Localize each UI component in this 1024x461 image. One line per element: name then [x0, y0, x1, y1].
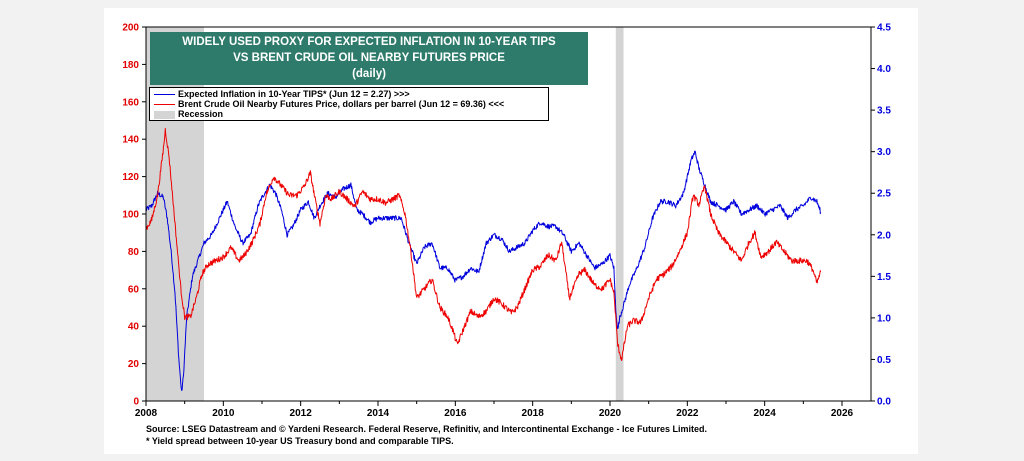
x-tick-label: 2020: [599, 408, 622, 419]
y-left-tick-label: 20: [128, 359, 140, 370]
x-tick-label: 2022: [676, 408, 699, 419]
chart-title: WIDELY USED PROXY FOR EXPECTED INFLATION…: [150, 32, 588, 85]
x-tick-label: 2010: [212, 408, 235, 419]
series-line-brent-crude: [145, 127, 822, 361]
y-left-tick-label: 0: [133, 397, 139, 408]
footnotes: Source: LSEG Datastream and © Yardeni Re…: [146, 423, 906, 447]
x-tick-label: 2016: [444, 408, 467, 419]
y-right-tick-label: 1.0: [877, 313, 891, 324]
x-tick-label: 2012: [290, 408, 313, 419]
title-line-1: WIDELY USED PROXY FOR EXPECTED INFLATION…: [182, 36, 556, 48]
x-tick-label: 2018: [522, 408, 545, 419]
tick-layer: 0 20 40 60 80 100 120 140 160 180 200 0.0 0.5 1.0 1.5 2…: [122, 23, 891, 420]
legend-label-recession: Recession: [178, 109, 224, 119]
y-left-tick-label: 80: [128, 247, 140, 258]
y-left-tick-label: 40: [128, 322, 140, 333]
y-left-tick-label: 140: [122, 135, 139, 146]
source-note: Source: LSEG Datastream and © Yardeni Re…: [146, 424, 707, 434]
y-right-tick-label: 4.5: [877, 23, 891, 34]
x-tick-label: 2024: [754, 408, 777, 419]
yield-note: * Yield spread between 10-year US Treasu…: [146, 436, 454, 446]
x-tick-label: 2008: [135, 408, 158, 419]
legend-label-red: Brent Crude Oil Nearby Futures Price, do…: [178, 99, 505, 109]
x-tick-label: 2026: [831, 408, 854, 419]
legend-swatch-red: [154, 104, 175, 105]
legend-swatch-recession: [154, 111, 175, 119]
y-left-tick-label: 180: [122, 60, 139, 71]
x-tick-label: 2014: [367, 408, 390, 419]
y-right-tick-label: 1.5: [877, 272, 891, 283]
y-left-tick-label: 60: [128, 284, 140, 295]
series-line-expected-inflation: [145, 150, 822, 391]
y-right-tick-label: 3.5: [877, 106, 891, 117]
y-right-tick-label: 2.0: [877, 230, 891, 241]
legend: Expected Inflation in 10-Year TIPS* (Jun…: [149, 87, 549, 121]
title-line-3: (daily): [352, 68, 386, 80]
y-left-tick-label: 200: [122, 23, 139, 34]
y-right-tick-label: 2.5: [877, 189, 891, 200]
legend-label-blue: Expected Inflation in 10-Year TIPS* (Jun…: [178, 89, 410, 99]
legend-swatch-blue: [154, 94, 175, 95]
y-right-tick-label: 4.0: [877, 64, 891, 75]
y-left-tick-label: 120: [122, 172, 139, 183]
title-line-2: VS BRENT CRUDE OIL NEARBY FUTURES PRICE: [233, 52, 505, 64]
y-left-tick-label: 100: [122, 210, 139, 221]
y-right-tick-label: 0.5: [877, 355, 891, 366]
y-left-tick-label: 160: [122, 97, 139, 108]
y-right-tick-label: 3.0: [877, 147, 891, 158]
recession-band-1: [615, 27, 624, 401]
series-layer: [145, 127, 822, 391]
y-right-tick-label: 0.0: [877, 397, 891, 408]
